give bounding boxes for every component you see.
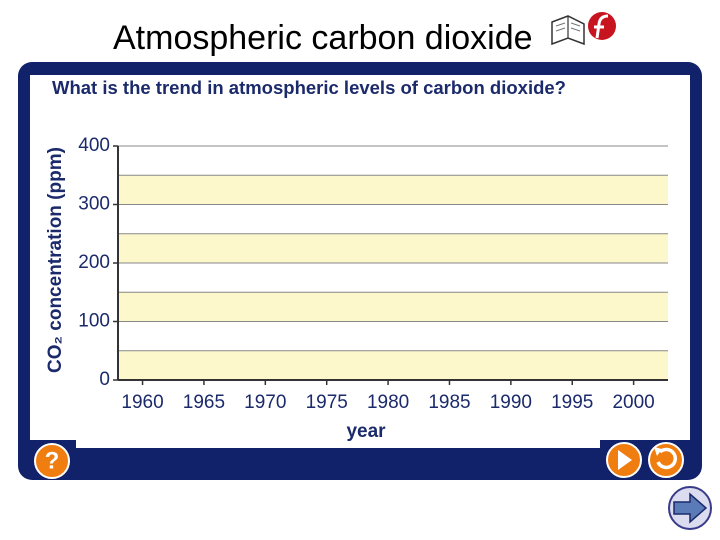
svg-text:?: ?: [45, 447, 60, 474]
flash-icon: [588, 12, 616, 40]
plot: 0 100 200 300 400 1960 1965 1970 1975 1980 1985 199…: [78, 135, 668, 413]
play-button[interactable]: [606, 442, 642, 478]
x-tick-label: 1975: [306, 392, 348, 413]
y-tick-label: 200: [78, 252, 110, 273]
x-tick-label: 1960: [121, 392, 163, 413]
next-slide-button[interactable]: [668, 486, 712, 530]
x-tick-label: 1965: [183, 392, 225, 413]
x-tick-label: 1980: [367, 392, 409, 413]
y-tick-label: 0: [99, 369, 110, 390]
x-tick-label: 2000: [612, 392, 654, 413]
y-axis-label: CO₂ concentration (ppm): [45, 147, 66, 373]
x-tick-label: 1995: [551, 392, 593, 413]
y-tick-label: 100: [78, 311, 110, 332]
grid-band: [118, 350, 668, 380]
grid-band: [118, 175, 668, 205]
x-tick-label: 1985: [428, 392, 470, 413]
x-axis-label: year: [346, 421, 386, 442]
book-icon: [551, 15, 585, 46]
x-tick-label: 1990: [490, 392, 532, 413]
question: What is the trend in atmospheric levels …: [52, 77, 566, 98]
y-tick-label: 300: [78, 194, 110, 215]
slide-title: Atmospheric carbon dioxide: [113, 19, 533, 57]
x-tick-label: 1970: [244, 392, 286, 413]
grid-band: [118, 292, 668, 322]
help-button[interactable]: ?: [34, 443, 70, 479]
y-tick-label: 400: [78, 135, 110, 156]
grid-band: [118, 233, 668, 263]
reset-button[interactable]: [648, 442, 684, 478]
